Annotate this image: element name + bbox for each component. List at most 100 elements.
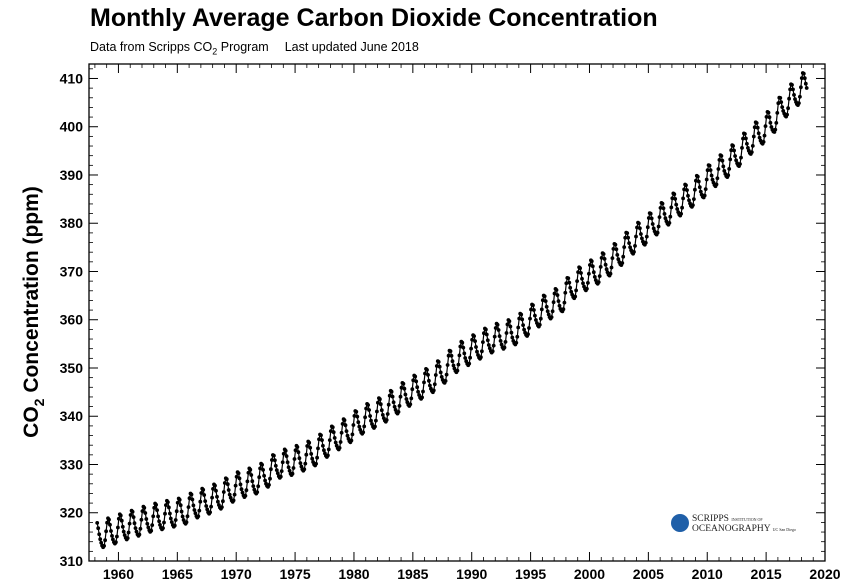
data-point bbox=[444, 372, 449, 377]
data-point bbox=[201, 487, 206, 492]
data-point bbox=[588, 263, 592, 267]
data-point bbox=[507, 319, 512, 324]
data-point bbox=[692, 197, 696, 202]
data-point bbox=[635, 225, 639, 230]
data-point bbox=[528, 316, 532, 321]
data-point bbox=[717, 158, 722, 162]
data-point bbox=[245, 479, 250, 484]
data-point bbox=[163, 511, 167, 516]
data-point bbox=[179, 509, 184, 514]
data-point bbox=[521, 323, 525, 327]
data-point bbox=[204, 504, 209, 508]
data-point bbox=[279, 469, 284, 473]
data-point bbox=[550, 309, 555, 314]
data-point bbox=[199, 491, 204, 495]
data-point bbox=[234, 474, 239, 479]
data-point bbox=[539, 307, 544, 312]
data-point bbox=[118, 513, 123, 518]
data-point bbox=[437, 364, 442, 369]
data-point bbox=[115, 534, 119, 539]
data-point bbox=[721, 164, 726, 169]
data-point bbox=[634, 234, 638, 239]
data-point bbox=[330, 425, 335, 430]
data-point bbox=[321, 443, 325, 448]
data-point bbox=[356, 420, 361, 425]
data-point bbox=[413, 374, 418, 379]
data-point bbox=[622, 245, 627, 250]
data-point bbox=[460, 340, 465, 345]
data-point bbox=[143, 511, 148, 515]
data-point bbox=[121, 529, 126, 534]
data-point bbox=[269, 467, 273, 472]
data-point bbox=[272, 453, 276, 458]
data-point bbox=[227, 492, 232, 497]
data-point bbox=[307, 440, 312, 445]
data-point bbox=[804, 86, 809, 90]
x-tick-label: 2020 bbox=[809, 566, 840, 580]
data-point bbox=[646, 216, 651, 220]
data-point bbox=[544, 304, 549, 309]
data-point bbox=[409, 396, 414, 401]
data-point bbox=[308, 445, 313, 450]
y-tick-label: 360 bbox=[60, 312, 84, 328]
data-point bbox=[166, 500, 170, 504]
data-point bbox=[431, 388, 436, 393]
data-point bbox=[320, 438, 324, 442]
data-point bbox=[743, 132, 747, 136]
data-point bbox=[257, 475, 262, 480]
data-point bbox=[396, 410, 401, 414]
chart-subtitle: Data from Scripps CO2 Program Last update… bbox=[90, 40, 419, 57]
x-tick-label: 1995 bbox=[515, 566, 546, 580]
data-point bbox=[531, 303, 535, 308]
data-point bbox=[609, 265, 614, 270]
data-point bbox=[298, 461, 303, 465]
x-tick-label: 1980 bbox=[338, 566, 369, 580]
data-point bbox=[132, 521, 137, 526]
data-point bbox=[213, 483, 217, 488]
data-point bbox=[231, 498, 236, 503]
data-point bbox=[599, 256, 604, 260]
data-point bbox=[168, 516, 173, 521]
data-point bbox=[749, 150, 754, 155]
data-point bbox=[283, 448, 288, 453]
data-point bbox=[186, 505, 191, 509]
data-point bbox=[125, 536, 130, 540]
data-point bbox=[155, 508, 160, 512]
data-point bbox=[108, 522, 112, 527]
data-point bbox=[191, 503, 196, 508]
data-point bbox=[345, 433, 350, 438]
data-point bbox=[184, 520, 189, 525]
data-point bbox=[467, 361, 472, 366]
data-point bbox=[656, 224, 661, 229]
logo-line1-big: SCRIPPS bbox=[692, 514, 729, 524]
data-point bbox=[542, 294, 547, 299]
data-point bbox=[557, 303, 562, 308]
data-point bbox=[597, 274, 602, 278]
subtitle-source-text: Data from Scripps CO bbox=[90, 40, 213, 54]
data-point bbox=[627, 241, 631, 246]
data-point bbox=[492, 334, 497, 339]
data-point bbox=[703, 187, 708, 192]
data-point bbox=[551, 300, 556, 305]
data-point bbox=[697, 185, 702, 190]
data-point bbox=[190, 497, 195, 502]
data-point bbox=[475, 349, 479, 354]
data-point bbox=[416, 389, 420, 394]
data-point bbox=[660, 201, 665, 206]
y-tick-label: 350 bbox=[60, 360, 84, 376]
data-point bbox=[734, 158, 738, 163]
data-point bbox=[790, 83, 794, 87]
data-point bbox=[174, 509, 179, 514]
data-point bbox=[376, 400, 380, 405]
data-point bbox=[375, 409, 379, 414]
data-point bbox=[516, 325, 521, 330]
data-point bbox=[378, 397, 382, 402]
data-point bbox=[661, 206, 666, 211]
data-point bbox=[482, 331, 486, 336]
data-point bbox=[281, 451, 286, 456]
data-point bbox=[549, 315, 554, 319]
data-point bbox=[293, 448, 298, 453]
y-tick-label: 320 bbox=[60, 505, 84, 521]
data-point bbox=[563, 290, 568, 295]
data-point bbox=[470, 337, 474, 342]
